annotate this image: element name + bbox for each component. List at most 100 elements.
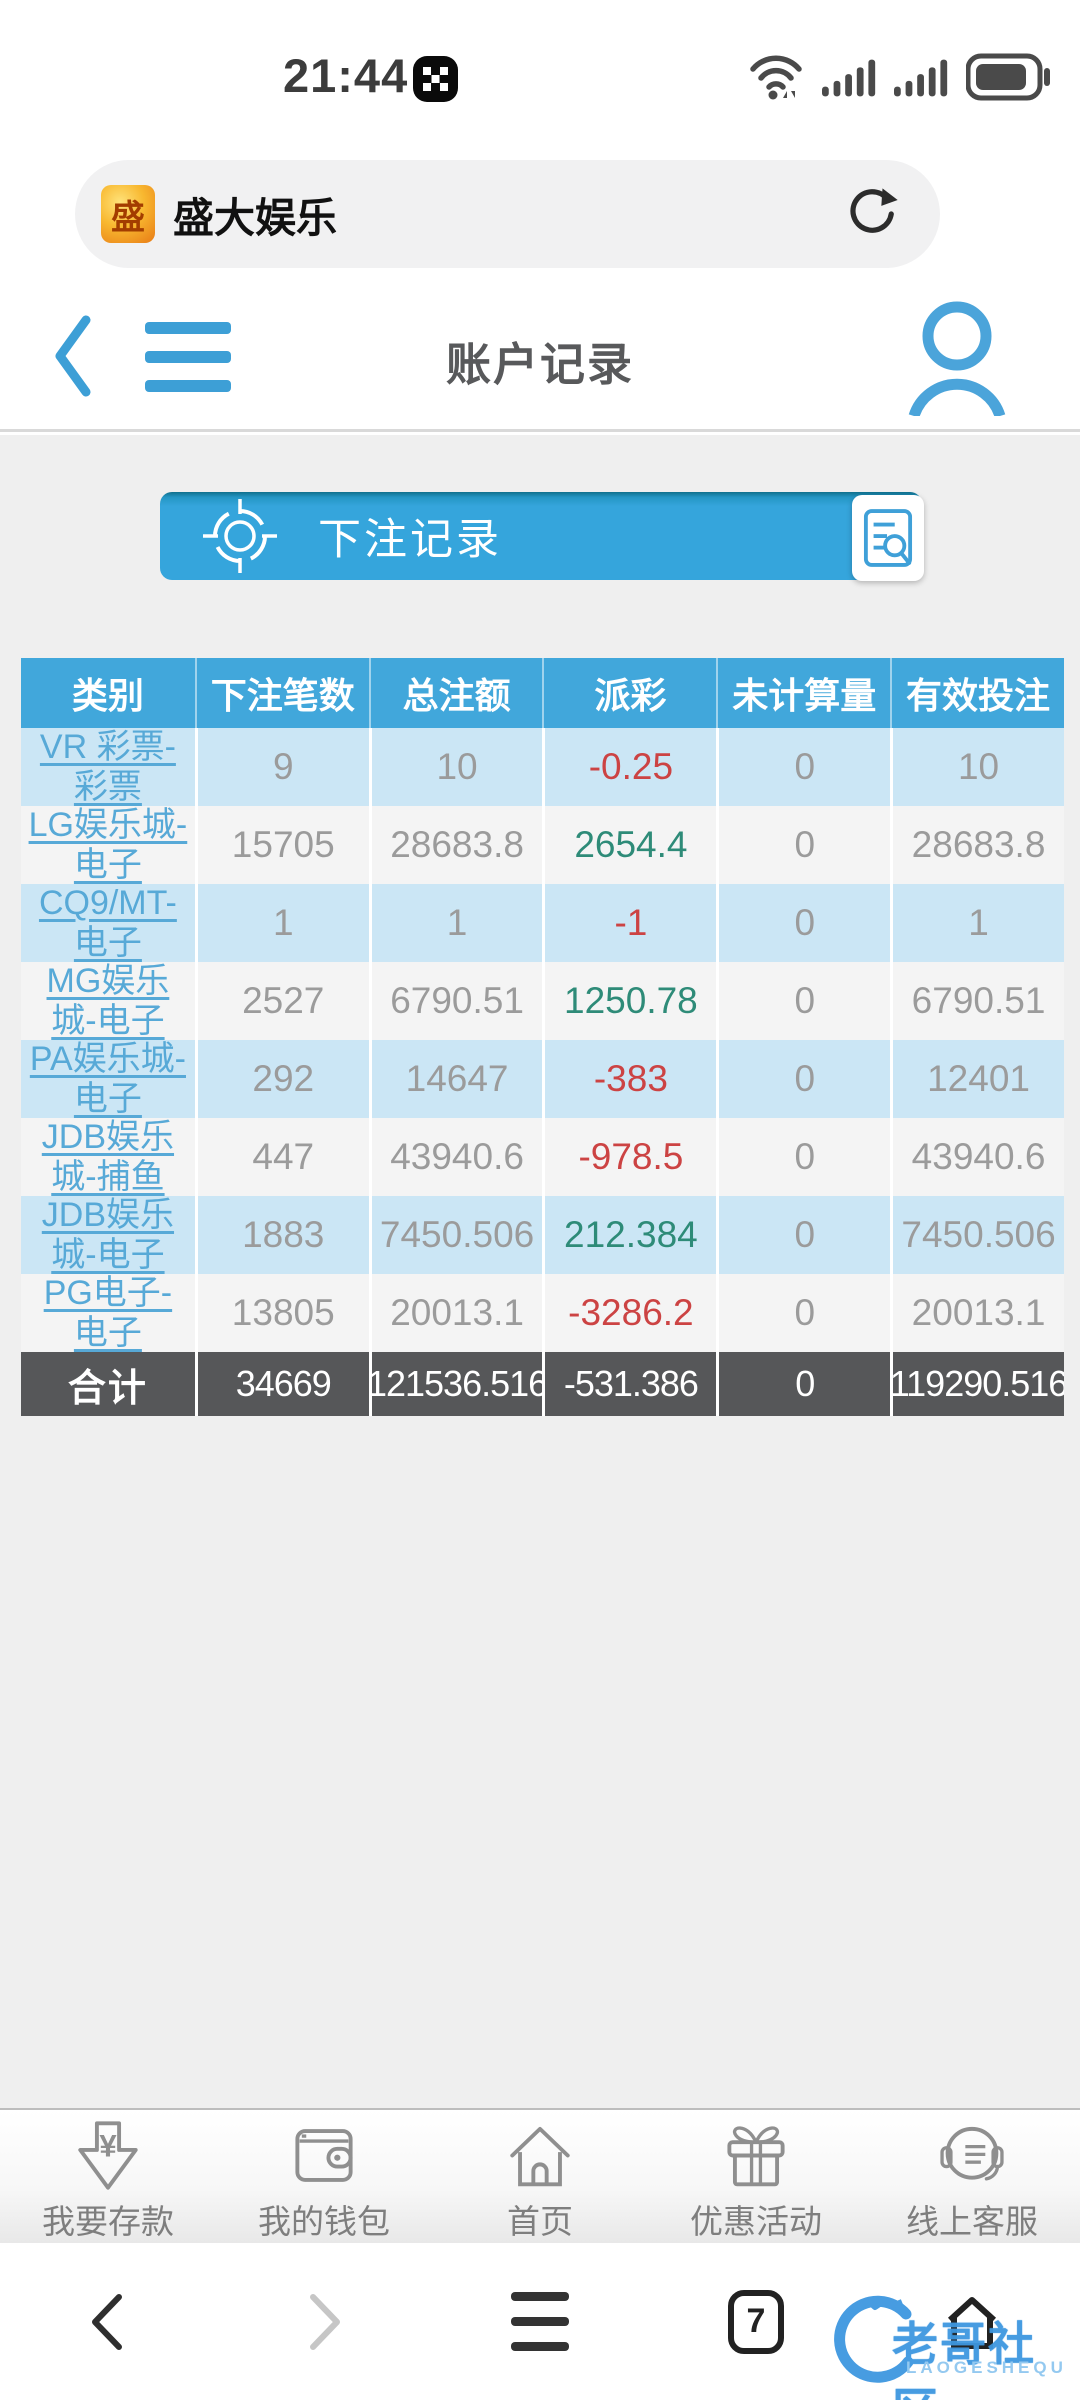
category-cell: LG娱乐城-电子 [21,806,195,884]
gift-icon [727,2126,785,2187]
chevron-left-icon [92,2293,122,2350]
uncalculated-cell: 0 [716,962,891,1040]
total-valid-bet-cell: 119290.516 [890,1352,1064,1416]
chevron-right-icon [310,2293,340,2350]
column-header: 类别 [21,658,195,728]
total-bet-cell: 10 [368,728,543,806]
nav-item-promotions[interactable]: 优惠活动 [648,2110,864,2243]
table-row: LG娱乐城-电子 15705 28683.8 2654.4 0 28683.8 [21,806,1064,884]
bet-count-cell: 1 [194,884,369,962]
home-outline-icon [947,2296,997,2349]
back-button[interactable] [52,310,96,407]
nav-label: 首页 [507,2203,573,2240]
payout-cell: 2654.4 [542,806,717,884]
table-row: CQ9/MT-电子 1 1 -1 0 1 [21,884,1064,962]
browser-home-button[interactable] [864,2292,1080,2352]
payout-cell: -0.25 [542,728,717,806]
category-link[interactable]: VR 彩票-彩票 [39,728,176,806]
bet-count-cell: 13805 [194,1274,369,1352]
search-document-icon [863,509,913,567]
bet-count-cell: 292 [194,1040,369,1118]
category-cell: MG娱乐城-电子 [21,962,195,1040]
payout-cell: -1 [542,884,717,962]
uncalculated-cell: 0 [716,1196,891,1274]
browser-tab-count-button[interactable]: 7 [648,2289,864,2354]
category-cell: CQ9/MT-电子 [21,884,195,962]
category-cell: JDB娱乐城-电子 [21,1196,195,1274]
side-menu-button[interactable] [145,322,231,409]
valid-bet-cell: 6790.51 [890,962,1064,1040]
category-link[interactable]: MG娱乐城-电子 [46,962,170,1040]
table-row: VR 彩票-彩票 9 10 -0.25 0 10 [21,728,1064,806]
column-header: 有效投注 [890,658,1064,728]
bet-count-cell: 2527 [194,962,369,1040]
valid-bet-cell: 43940.6 [890,1118,1064,1196]
valid-bet-cell: 28683.8 [890,806,1064,884]
user-icon [908,301,1006,418]
total-payout-cell: -531.386 [542,1352,717,1416]
category-link[interactable]: LG娱乐城-电子 [28,806,188,884]
category-cell: PA娱乐城-电子 [21,1040,195,1118]
bet-summary-table: 类别 下注笔数 总注额 派彩 未计算量 有效投注 VR 彩票-彩票 9 10 -… [21,658,1064,1416]
category-cell: PG电子-电子 [21,1274,195,1352]
total-bet-cell: 6790.51 [368,962,543,1040]
payout-cell: -3286.2 [542,1274,717,1352]
uncalculated-cell: 0 [716,728,891,806]
svg-text:¥: ¥ [99,2129,117,2164]
table-row: PA娱乐城-电子 292 14647 -383 0 12401 [21,1040,1064,1118]
browser-back-button[interactable] [0,2292,216,2352]
column-header: 总注额 [368,658,543,728]
refresh-button[interactable] [844,186,900,242]
uncalculated-cell: 0 [716,1040,891,1118]
valid-bet-cell: 10 [890,728,1064,806]
category-link[interactable]: PG电子-电子 [43,1274,173,1352]
valid-bet-cell: 12401 [890,1040,1064,1118]
table-row: MG娱乐城-电子 2527 6790.51 1250.78 0 6790.51 [21,962,1064,1040]
total-bet-cell: 43940.6 [368,1118,543,1196]
column-header: 未计算量 [716,658,891,728]
category-cell: VR 彩票-彩票 [21,728,195,806]
signal-bars-sim2-icon [894,59,948,97]
category-link[interactable]: JDB娱乐城-捕鱼 [41,1118,175,1196]
site-favicon: 盛 [101,185,155,243]
nav-label: 线上客服 [906,2203,1038,2240]
category-link[interactable]: CQ9/MT-电子 [38,884,177,962]
nav-item-wallet[interactable]: 我的钱包 [216,2110,432,2243]
category-link[interactable]: PA娱乐城-电子 [29,1040,186,1118]
category-link[interactable]: JDB娱乐城-电子 [41,1196,175,1274]
total-bet-count-cell: 34669 [194,1352,369,1416]
category-cell: JDB娱乐城-捕鱼 [21,1118,195,1196]
address-bar[interactable]: 盛 盛大娱乐 [75,160,940,268]
filter-label: 下注记录 [318,516,502,564]
clock: 21:44 [283,49,409,102]
table-row: JDB娱乐城-捕鱼 447 43940.6 -978.5 0 43940.6 [21,1118,1064,1196]
bet-count-cell: 447 [194,1118,369,1196]
nav-label: 我的钱包 [258,2203,390,2240]
uncalculated-cell: 0 [716,1274,891,1352]
nav-item-customer-service[interactable]: 线上客服 [864,2110,1080,2243]
payout-cell: 212.384 [542,1196,717,1274]
table-row: PG电子-电子 13805 20013.1 -3286.2 0 20013.1 [21,1274,1064,1352]
profile-button[interactable] [902,298,1012,421]
table-header-row: 类别 下注笔数 总注额 派彩 未计算量 有效投注 [21,658,1064,728]
page-content: 下注记录 类别 下注笔数 总注额 派彩 未计算量 有效投注 [0,435,1080,2108]
home-icon [510,2126,570,2187]
browser-address-row: 盛 盛大娱乐 [0,120,1080,335]
total-bet-cell: 14647 [368,1040,543,1118]
nav-item-home[interactable]: 首页 [432,2110,648,2243]
status-bar: 21:44 [0,0,1080,120]
status-icons [746,52,1050,102]
nav-item-deposit[interactable]: ¥ 我要存款 [0,2110,216,2243]
total-bet-cell: 1 [368,884,543,962]
bet-record-filter-bar[interactable]: 下注记录 [160,492,924,581]
app-header: 账户记录 [0,280,1080,432]
total-bet-cell: 28683.8 [368,806,543,884]
search-records-button[interactable] [852,495,924,581]
browser-tabs-menu-button[interactable] [432,2276,648,2367]
nav-label: 优惠活动 [690,2203,822,2240]
uncalculated-cell: 0 [716,806,891,884]
browser-forward-button[interactable] [216,2292,432,2352]
checker-glyph [423,67,448,91]
total-label-cell: 合计 [21,1352,195,1416]
browser-toolbar: 7 [0,2243,1080,2400]
